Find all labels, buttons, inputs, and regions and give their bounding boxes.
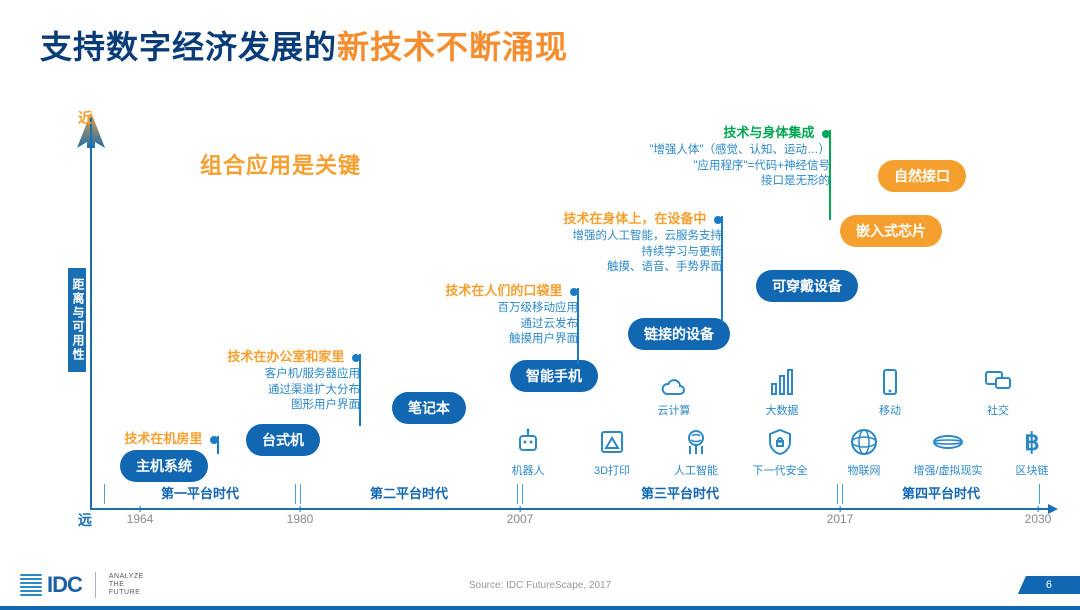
callout-head: 技术在身体上，在设备中 — [0, 208, 722, 227]
callout: 技术与身体集成 "增强人体"（感觉、认知、运动…）"应用程序"=代码+神经信号接… — [0, 122, 830, 190]
callout-line: 图形用户界面 — [0, 398, 360, 414]
mobile-icon — [874, 366, 906, 398]
tech-icon-cell: 云计算 — [646, 366, 702, 418]
x-tick: 2017 — [827, 512, 854, 526]
logo-globe-icon — [20, 574, 42, 596]
cloud-icon — [658, 366, 690, 398]
era-label: 第四平台时代 — [842, 484, 1040, 504]
logo-text: IDC — [47, 572, 82, 598]
brain-icon — [680, 426, 712, 458]
callout-line: 接口是无形的 — [0, 174, 830, 190]
callout-line: 客户机/服务器应用 — [0, 367, 360, 383]
y-axis-bottom-label: 远 — [78, 510, 92, 530]
era-label: 第一平台时代 — [104, 484, 296, 504]
tech-icon-cell: 物联网 — [836, 426, 892, 478]
tech-icon-cell: 增强/虚拟现实 — [920, 426, 976, 478]
tech-icon-label: 人工智能 — [674, 462, 718, 478]
callout: 技术在办公室和家里 客户机/服务器应用通过渠道扩大分布图形用户界面 — [0, 346, 360, 414]
x-tick: 1964 — [127, 512, 154, 526]
callout: 技术在身体上，在设备中 增强的人工智能，云服务支持持续学习与更新触摸、语音、手势… — [0, 208, 722, 276]
title-part-orange: 新技术不断涌现 — [337, 29, 568, 65]
tech-icon-label: 3D打印 — [594, 462, 630, 478]
tech-icon-label: 物联网 — [848, 462, 881, 478]
robot-icon — [512, 426, 544, 458]
era-label: 第二平台时代 — [300, 484, 518, 504]
callout-line: 通过云发布 — [0, 317, 578, 333]
source-text: Source: IDC FutureScape, 2017 — [469, 580, 611, 591]
step-pill: 自然接口 — [878, 160, 966, 192]
tech-icon-cell: 3D打印 — [584, 426, 640, 478]
page-number: 6 — [1018, 576, 1080, 594]
tech-icon-label: 下一代安全 — [753, 462, 808, 478]
icon-row-top: 云计算 大数据 移动 社交 — [646, 366, 1026, 418]
step-pill: 可穿戴设备 — [756, 270, 858, 302]
step-pill: 嵌入式芯片 — [840, 215, 942, 247]
x-tick: 2007 — [507, 512, 534, 526]
callout-line: 百万级移动应用 — [0, 301, 578, 317]
callout: 技术在人们的口袋里 百万级移动应用通过云发布触摸用户界面 — [0, 280, 578, 348]
tech-icon-cell: 大数据 — [754, 366, 810, 418]
era-row: 第一平台时代第二平台时代第三平台时代第四平台时代 — [0, 484, 1080, 506]
step-pill: 笔记本 — [392, 392, 466, 424]
bars-icon — [766, 366, 798, 398]
tech-icon-label: 云计算 — [658, 402, 691, 418]
shield-icon — [764, 426, 796, 458]
chain-icon — [1016, 426, 1048, 458]
callout-line: 增强的人工智能，云服务支持 — [0, 229, 722, 245]
tech-icon-label: 增强/虚拟现实 — [913, 462, 982, 478]
cube-icon — [596, 426, 628, 458]
callout-head: 技术在机房里 — [0, 428, 218, 447]
chat-icon — [982, 366, 1014, 398]
x-tick: 1980 — [287, 512, 314, 526]
page-title: 支持数字经济发展的新技术不断涌现 — [40, 22, 568, 68]
callout-line: 触摸用户界面 — [0, 332, 578, 348]
tech-icon-cell: 移动 — [862, 366, 918, 418]
tech-icon-label: 社交 — [987, 402, 1009, 418]
step-pill: 台式机 — [246, 424, 320, 456]
callout-head: 技术与身体集成 — [0, 122, 830, 141]
tech-icon-cell: 机器人 — [500, 426, 556, 478]
callout-line: "增强人体"（感觉、认知、运动…） — [0, 143, 830, 159]
icon-row-bottom: 机器人3D打印人工智能下一代安全物联网增强/虚拟现实区块链 — [500, 426, 1060, 478]
tech-icon-label: 大数据 — [766, 402, 799, 418]
callout-head: 技术在人们的口袋里 — [0, 280, 578, 299]
callout-line: 触摸、语音、手势界面 — [0, 260, 722, 276]
callout-line: "应用程序"=代码+神经信号 — [0, 159, 830, 175]
footer-accent-bar — [0, 606, 1080, 610]
x-axis — [90, 508, 1050, 510]
callout-head: 技术在办公室和家里 — [0, 346, 360, 365]
tech-icon-cell: 下一代安全 — [752, 426, 808, 478]
step-pill: 链接的设备 — [628, 318, 730, 350]
tech-icon-label: 移动 — [879, 402, 901, 418]
era-label: 第三平台时代 — [522, 484, 838, 504]
x-tick: 2030 — [1025, 512, 1052, 526]
tech-icon-cell: 人工智能 — [668, 426, 724, 478]
idc-logo: IDC ANALYZETHEFUTURE — [20, 572, 144, 598]
callout-line: 持续学习与更新 — [0, 245, 722, 261]
callout: 技术在机房里 — [0, 428, 218, 449]
step-pill: 主机系统 — [120, 450, 208, 482]
vr-icon — [932, 426, 964, 458]
footer: IDC ANALYZETHEFUTURE Source: IDC FutureS… — [0, 560, 1080, 610]
callout-line: 通过渠道扩大分布 — [0, 383, 360, 399]
step-pill: 智能手机 — [510, 360, 598, 392]
tech-icon-cell: 区块链 — [1004, 426, 1060, 478]
tech-icon-label: 机器人 — [512, 462, 545, 478]
logo-tagline: ANALYZETHEFUTURE — [109, 573, 144, 596]
tech-icon-cell: 社交 — [970, 366, 1026, 418]
tech-icon-label: 区块链 — [1016, 462, 1049, 478]
title-part-blue: 支持数字经济发展的 — [40, 29, 337, 65]
globe-icon — [848, 426, 880, 458]
